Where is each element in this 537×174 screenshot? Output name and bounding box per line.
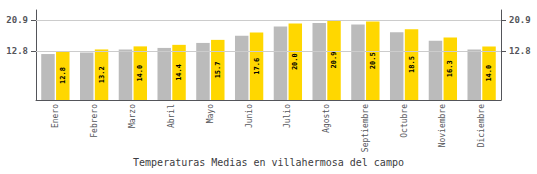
svg-text:20.5: 20.5 xyxy=(369,52,377,69)
svg-text:16.3: 16.3 xyxy=(446,60,454,77)
svg-text:17.6: 17.6 xyxy=(253,58,261,75)
svg-text:18.5: 18.5 xyxy=(408,56,416,73)
svg-text:Mayo: Mayo xyxy=(206,104,215,123)
svg-text:Junio: Junio xyxy=(245,104,254,128)
svg-text:Temperaturas Medias en villahe: Temperaturas Medias en villahermosa del … xyxy=(133,157,404,168)
svg-text:14.4: 14.4 xyxy=(175,64,183,81)
svg-text:Septiembre: Septiembre xyxy=(361,104,370,152)
svg-text:20.0: 20.0 xyxy=(291,53,299,70)
svg-text:Julio: Julio xyxy=(283,104,292,128)
svg-text:Enero: Enero xyxy=(51,104,60,128)
svg-text:Agosto: Agosto xyxy=(322,104,331,133)
svg-text:12.8: 12.8 xyxy=(6,46,28,56)
svg-text:20.9: 20.9 xyxy=(330,52,338,69)
svg-text:14.0: 14.0 xyxy=(136,65,144,82)
svg-text:Marzo: Marzo xyxy=(128,104,137,128)
svg-text:Abril: Abril xyxy=(167,104,176,128)
svg-text:14.0: 14.0 xyxy=(485,65,493,82)
svg-text:Noviembre: Noviembre xyxy=(438,104,447,148)
svg-text:Diciembre: Diciembre xyxy=(477,104,486,148)
svg-text:13.2: 13.2 xyxy=(98,66,106,83)
svg-text:20.9: 20.9 xyxy=(6,15,28,25)
svg-text:Octubre: Octubre xyxy=(400,104,409,138)
svg-text:Febrero: Febrero xyxy=(90,104,99,138)
svg-text:20.9: 20.9 xyxy=(509,15,531,25)
svg-text:12.8: 12.8 xyxy=(509,46,531,56)
svg-text:12.8: 12.8 xyxy=(59,67,67,84)
svg-text:15.7: 15.7 xyxy=(214,62,222,79)
